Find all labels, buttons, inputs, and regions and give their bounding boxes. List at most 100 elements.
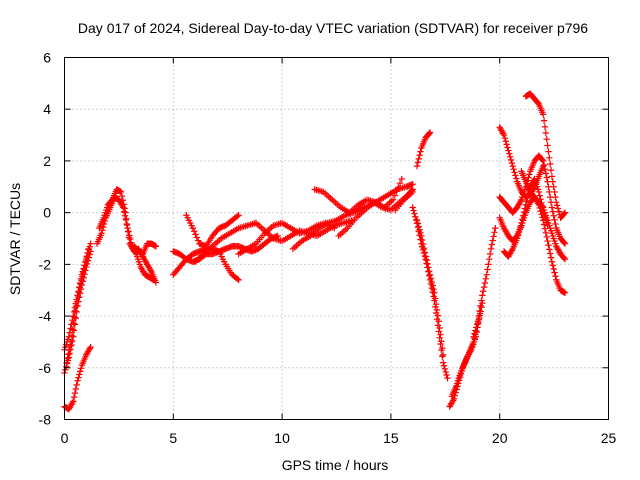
data-point — [545, 148, 552, 155]
data-point — [472, 324, 480, 331]
data-point — [513, 235, 521, 242]
data-point — [503, 141, 510, 148]
plot-frame — [64, 57, 609, 420]
data-point — [473, 321, 481, 328]
data-point — [535, 188, 543, 196]
data-point — [87, 240, 94, 247]
data-point — [78, 277, 85, 284]
data-point — [547, 199, 555, 206]
data-point — [417, 148, 424, 155]
data-point — [73, 381, 80, 389]
data-point — [501, 134, 509, 142]
data-point — [470, 333, 477, 340]
data-point — [549, 262, 556, 269]
data-point — [551, 269, 558, 276]
data-point — [72, 385, 80, 393]
data-point — [410, 207, 417, 214]
data-point — [413, 162, 421, 170]
data-point — [542, 129, 550, 137]
x-tick-label: 15 — [383, 430, 399, 446]
data-point — [396, 179, 404, 187]
data-point — [432, 300, 440, 308]
data-point — [124, 228, 132, 235]
data-point — [235, 276, 242, 284]
data-point — [413, 217, 421, 224]
data-point — [483, 271, 490, 278]
data-point — [81, 262, 89, 269]
data-point — [543, 233, 550, 241]
data-point — [418, 232, 425, 240]
data-point — [422, 253, 429, 260]
data-point — [398, 175, 405, 183]
data-point — [76, 290, 84, 297]
data-point — [526, 171, 533, 178]
data-point — [75, 289, 83, 296]
data-point — [121, 205, 128, 212]
data-series-sdtvar — [61, 90, 569, 413]
data-point — [504, 144, 511, 151]
data-point — [427, 275, 435, 282]
data-point — [83, 253, 90, 261]
data-point — [123, 215, 130, 223]
x-tick-label: 20 — [492, 430, 508, 446]
data-point — [439, 351, 447, 359]
data-point — [520, 208, 528, 216]
data-point — [123, 221, 131, 229]
data-point — [543, 136, 550, 143]
data-point — [548, 258, 556, 265]
data-point — [550, 265, 557, 273]
data-point — [194, 237, 202, 244]
data-point — [85, 245, 92, 253]
data-point — [560, 239, 568, 246]
data-point — [456, 376, 463, 384]
data-point — [548, 204, 556, 211]
data-point — [439, 359, 447, 366]
data-point — [424, 260, 431, 268]
data-point — [442, 368, 449, 376]
data-point — [478, 297, 485, 304]
data-point — [548, 173, 556, 180]
data-point — [430, 285, 437, 293]
y-tick-label: 4 — [43, 101, 51, 117]
data-point — [76, 371, 83, 378]
data-point — [453, 386, 460, 393]
data-point — [520, 212, 527, 219]
data-point — [74, 293, 82, 301]
data-point — [76, 284, 83, 291]
data-point — [457, 370, 465, 378]
data-point — [437, 331, 444, 338]
data-point — [71, 313, 78, 321]
y-tick-label: -8 — [39, 412, 52, 428]
data-point — [421, 249, 429, 256]
data-point — [70, 333, 77, 340]
data-point — [118, 192, 126, 200]
data-point — [73, 298, 81, 305]
data-point — [433, 306, 441, 314]
x-axis-label: GPS time / hours — [282, 457, 389, 473]
data-point — [443, 371, 450, 379]
data-point — [539, 156, 546, 164]
data-point — [84, 249, 91, 257]
data-point — [560, 210, 568, 217]
data-point — [122, 209, 129, 216]
data-point — [438, 338, 445, 345]
data-point — [491, 229, 498, 236]
data-point — [391, 192, 399, 199]
data-point — [77, 280, 84, 288]
data-point — [68, 332, 76, 339]
data-point — [540, 117, 548, 124]
data-point — [552, 273, 559, 280]
data-point — [66, 347, 73, 354]
data-point — [541, 166, 549, 173]
data-point — [544, 178, 551, 185]
data-point — [547, 254, 555, 261]
data-point — [70, 398, 77, 405]
data-point — [554, 205, 562, 212]
data-point — [518, 219, 525, 227]
data-point — [516, 225, 523, 233]
data-point — [542, 229, 550, 237]
data-point — [546, 193, 554, 201]
data-point — [70, 394, 78, 401]
